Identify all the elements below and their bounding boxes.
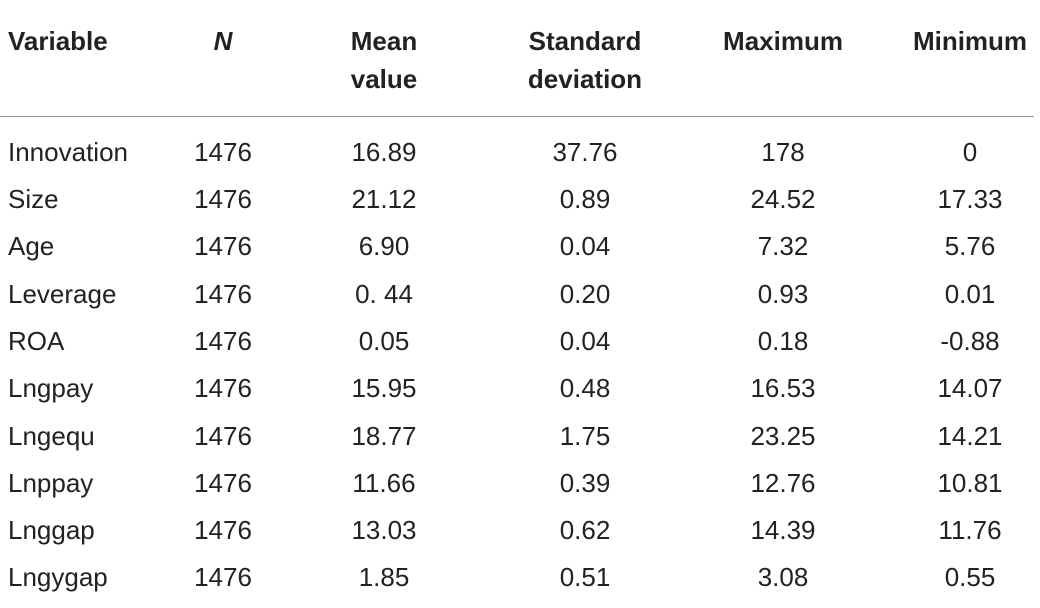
cell-sd: 0.62 [559, 515, 611, 545]
cell-mean: 21.12 [351, 184, 417, 214]
cell-max: 14.39 [750, 515, 816, 545]
cell-sd: 37.76 [552, 137, 618, 167]
cell-min: 0 [962, 137, 978, 167]
cell-max: 16.53 [750, 373, 816, 403]
table-row: Innovation 1476 16.89 37.76 178 0 [0, 136, 1040, 183]
table-row: Age 1476 6.90 0.04 7.32 5.76 [0, 230, 1040, 277]
cell-mean: 13.03 [351, 515, 417, 545]
cell-variable: Size [8, 184, 59, 214]
table-row: Lnggap 1476 13.03 0.62 14.39 11.76 [0, 514, 1040, 561]
cell-max: 3.08 [757, 562, 809, 592]
header-sd-line1: Standard [528, 26, 642, 56]
header-mean-line2: value [350, 64, 418, 94]
cell-sd: 0.89 [559, 184, 611, 214]
cell-mean: 15.95 [351, 373, 417, 403]
cell-sd: 0.48 [559, 373, 611, 403]
table-row: Lngequ 1476 18.77 1.75 23.25 14.21 [0, 420, 1040, 467]
cell-variable: Lnppay [8, 468, 94, 498]
cell-n: 1476 [194, 137, 252, 167]
cell-max: 0.93 [757, 279, 809, 309]
header-divider [0, 116, 1034, 117]
header-standard-deviation: Standard deviation [500, 22, 670, 98]
header-n: N [213, 26, 233, 56]
header-sd-line2: deviation [527, 64, 643, 94]
table-row: Size 1476 21.12 0.89 24.52 17.33 [0, 183, 1040, 230]
cell-variable: Innovation [8, 137, 128, 167]
cell-n: 1476 [194, 373, 252, 403]
cell-n: 1476 [194, 421, 252, 451]
table-row: Lngygap 1476 1.85 0.51 3.08 0.55 [0, 561, 1040, 608]
cell-variable: Lngpay [8, 373, 94, 403]
cell-variable: Leverage [8, 279, 117, 309]
cell-sd: 0.51 [559, 562, 611, 592]
header-mean-line1: Mean [350, 26, 418, 56]
cell-n: 1476 [194, 562, 252, 592]
table-row: Lngpay 1476 15.95 0.48 16.53 14.07 [0, 372, 1040, 419]
cell-max: 24.52 [750, 184, 816, 214]
cell-sd: 0.20 [559, 279, 611, 309]
cell-max: 7.32 [757, 231, 809, 261]
cell-n: 1476 [194, 231, 252, 261]
header-minimum: Minimum [912, 26, 1028, 56]
cell-n: 1476 [194, 184, 252, 214]
cell-mean: 0. 44 [355, 279, 413, 309]
table-row: ROA 1476 0.05 0.04 0.18 -0.88 [0, 325, 1040, 372]
table-row: Lnppay 1476 11.66 0.39 12.76 10.81 [0, 467, 1040, 514]
cell-mean: 11.66 [352, 468, 416, 498]
cell-variable: Lngygap [8, 562, 108, 592]
cell-variable: Age [8, 231, 55, 261]
cell-max: 178 [761, 137, 805, 167]
cell-max: 0.18 [757, 326, 809, 356]
cell-variable: Lngequ [8, 421, 95, 451]
cell-min: 17.33 [937, 184, 1003, 214]
header-mean: Mean value [320, 22, 448, 98]
cell-sd: 0.04 [559, 326, 611, 356]
cell-max: 23.25 [750, 421, 816, 451]
cell-sd: 0.39 [559, 468, 611, 498]
cell-n: 1476 [194, 468, 252, 498]
cell-mean: 1.85 [358, 562, 410, 592]
cell-min: 14.07 [937, 373, 1003, 403]
cell-min: 5.76 [944, 231, 996, 261]
cell-sd: 0.04 [559, 231, 611, 261]
cell-n: 1476 [194, 279, 252, 309]
table-header: Variable N Mean value Standard deviation… [0, 0, 1040, 117]
cell-min: 11.76 [938, 515, 1002, 545]
cell-min: 0.01 [944, 279, 996, 309]
cell-n: 1476 [194, 515, 252, 545]
cell-sd: 1.75 [559, 421, 611, 451]
cell-min: 0.55 [944, 562, 996, 592]
cell-max: 12.76 [750, 468, 816, 498]
cell-mean: 18.77 [351, 421, 417, 451]
cell-mean: 6.90 [358, 231, 410, 261]
cell-min: 10.81 [937, 468, 1003, 498]
cell-variable: ROA [8, 326, 65, 356]
header-maximum: Maximum [723, 26, 843, 56]
cell-mean: 16.89 [351, 137, 417, 167]
cell-min: -0.88 [940, 326, 1000, 356]
cell-variable: Lnggap [8, 515, 95, 545]
header-variable: Variable [8, 26, 108, 56]
cell-mean: 0.05 [358, 326, 410, 356]
cell-min: 14.21 [937, 421, 1003, 451]
table-row: Leverage 1476 0. 44 0.20 0.93 0.01 [0, 278, 1040, 325]
cell-n: 1476 [194, 326, 252, 356]
